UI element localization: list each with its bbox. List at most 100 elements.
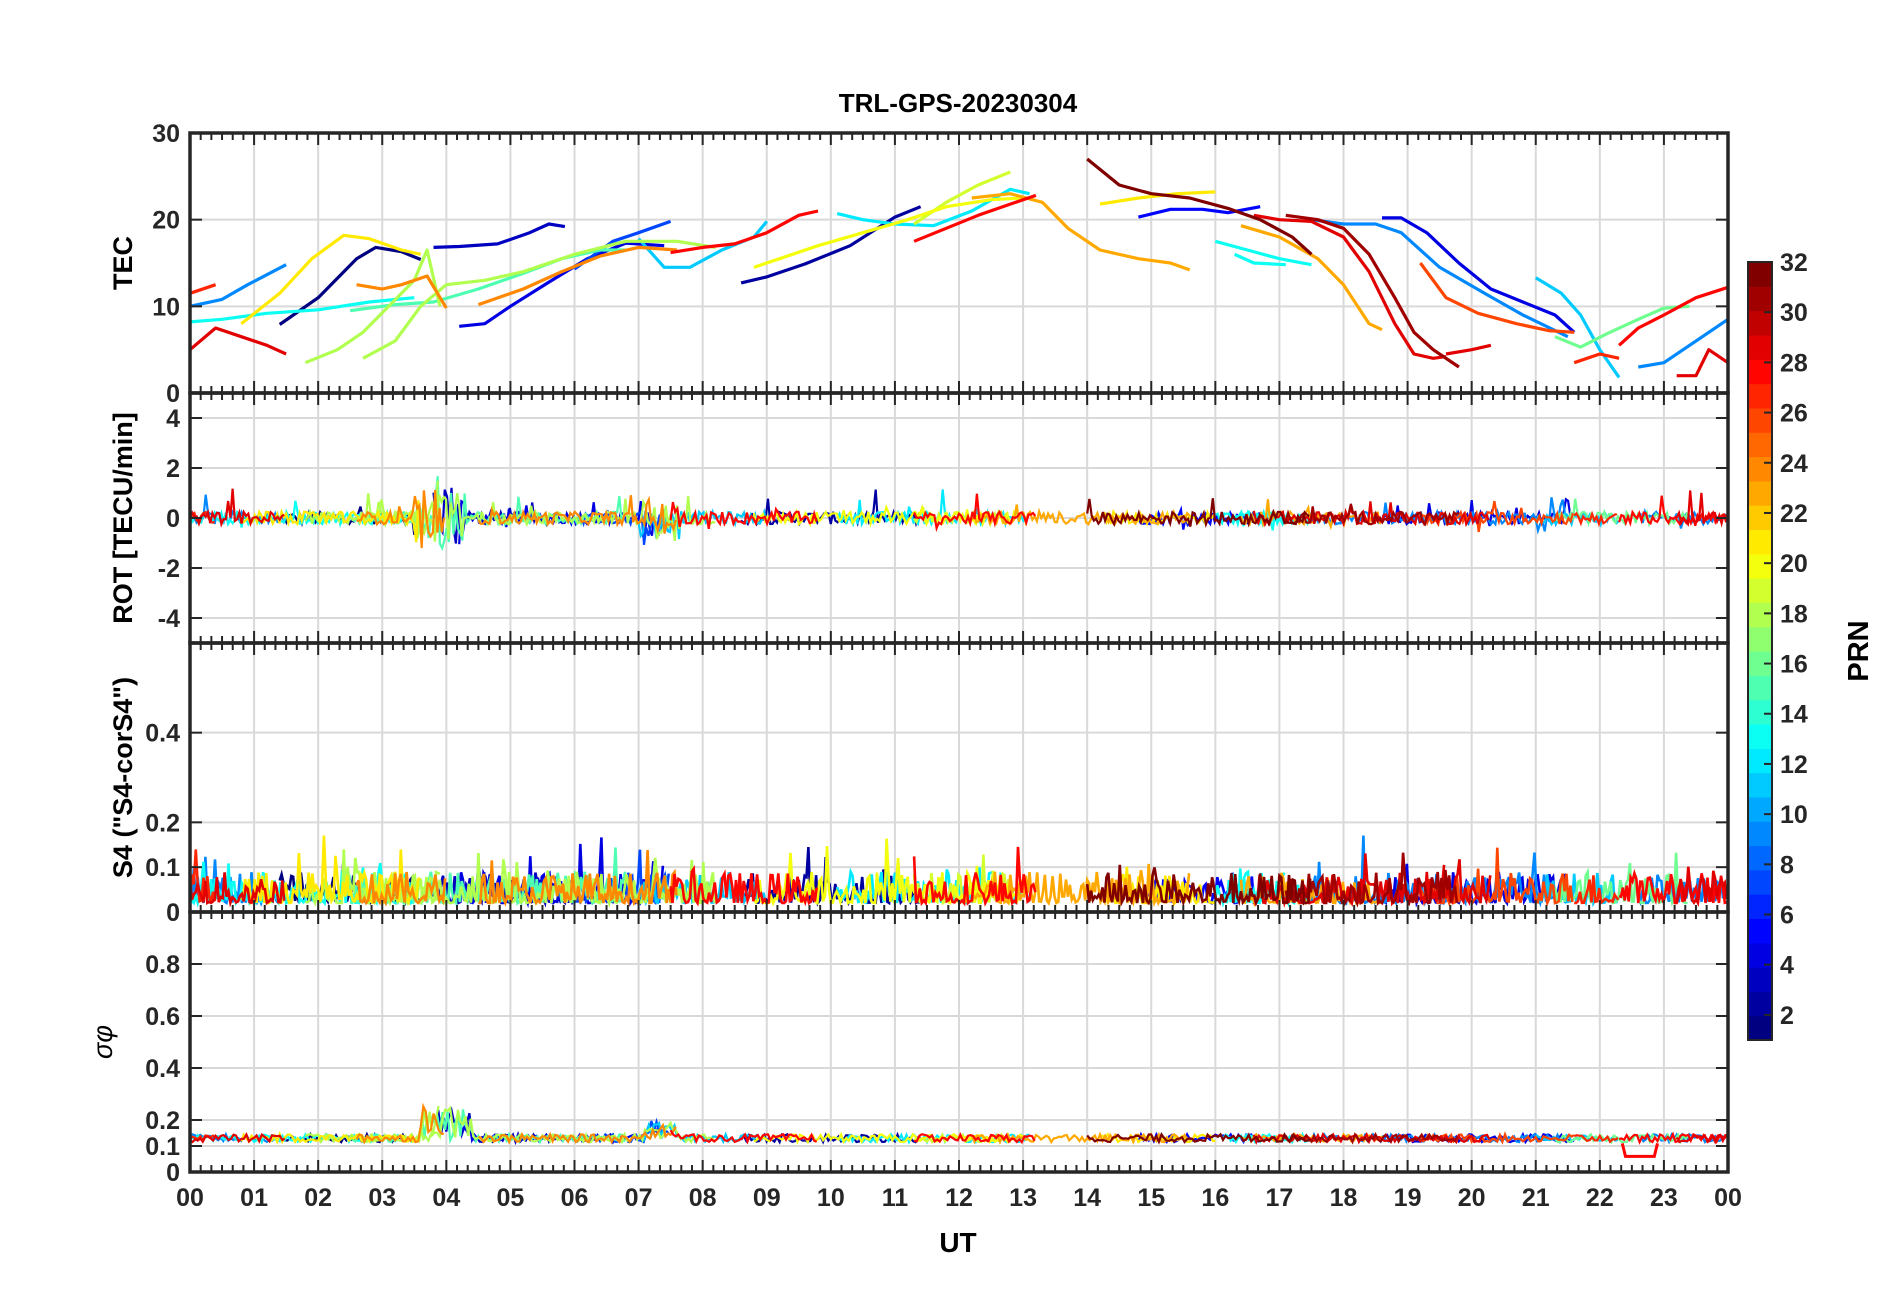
colorbar-segment <box>1748 626 1772 652</box>
s4-series-prn-26 <box>1419 847 1574 908</box>
tec-series-prn-3 <box>433 222 566 249</box>
tec-series-prn-15 <box>349 248 626 313</box>
colorbar-tick-label: 2 <box>1780 1002 1794 1030</box>
colorbar-segment <box>1748 359 1772 385</box>
tec-series-prn-1 <box>278 245 422 326</box>
s4-series-prn-21 <box>240 835 421 907</box>
colorbar-segment <box>1748 991 1772 1017</box>
x-tick-label: 14 <box>1073 1184 1101 1212</box>
sigma-series-prn-24 <box>355 1102 445 1145</box>
colorbar-tick-label: 6 <box>1780 902 1794 930</box>
colorbar-tick-label: 32 <box>1780 249 1808 277</box>
y-tick-label-sigma: 0.2 <box>145 1107 180 1135</box>
tec-series-prn-18 <box>304 248 442 365</box>
colorbar-segment <box>1748 796 1772 822</box>
sigma-series-prn-26 <box>1419 1131 1575 1145</box>
sigma-dip <box>1620 1143 1659 1158</box>
x-tick-label: 19 <box>1394 1184 1422 1212</box>
colorbar-tick-label: 22 <box>1780 500 1808 528</box>
s4-series-prn-27 <box>188 849 217 904</box>
s4-series-prn-31 <box>1284 852 1459 908</box>
sigma-series-prn-28 <box>669 1129 818 1145</box>
sigma-series-prn-24 <box>477 1122 677 1145</box>
colorbar-segment <box>1748 748 1772 774</box>
y-axis-label-rot: ROT [TECU/min] <box>108 412 138 623</box>
rot-series-prn-28 <box>669 501 818 529</box>
colorbar-segment <box>1748 480 1772 506</box>
rot-series-prn-29 <box>189 488 285 528</box>
colorbar-segment <box>1748 821 1772 847</box>
tec-series-prn-31 <box>1285 213 1460 369</box>
y-axis-label-sigma: σφ <box>88 1025 118 1059</box>
s4-series-prn-29 <box>1675 866 1728 907</box>
colorbar-segment <box>1748 918 1772 944</box>
tec-series-prn-18 <box>362 239 716 360</box>
colorbar-tick-label: 24 <box>1780 450 1808 478</box>
s4-series-prn-18 <box>361 852 717 909</box>
x-tick-label: 11 <box>882 1184 909 1212</box>
s4-series-prn-27 <box>1574 875 1620 905</box>
x-tick-label: 18 <box>1330 1184 1358 1212</box>
colorbar-segment <box>1748 845 1772 871</box>
x-tick-label: 08 <box>689 1184 717 1212</box>
colorbar-segment <box>1748 967 1772 992</box>
panel-frame-sigma <box>188 910 1730 1174</box>
y-tick-label-tec: 30 <box>152 120 180 148</box>
chart-title: TRL-GPS-20230304 <box>839 88 1078 118</box>
y-tick-label-rot: -4 <box>158 605 180 633</box>
colorbar-segment <box>1748 942 1772 968</box>
x-tick-label: 10 <box>817 1184 845 1212</box>
colorbar-tick-label: 10 <box>1780 801 1808 829</box>
s4-series-prn-28 <box>669 865 818 907</box>
x-tick-label: 00 <box>176 1184 204 1212</box>
y-axis-label-tec: TEC <box>108 236 138 290</box>
colorbar-tick-label: 18 <box>1780 600 1808 628</box>
y-axis-label-s4: S4 ("S4-corS4") <box>108 677 138 878</box>
y-tick-label-rot: 2 <box>166 455 180 483</box>
y-tick-label-tec: 20 <box>152 207 180 235</box>
s4-series-prn-24 <box>355 871 447 907</box>
rot-series-prn-23 <box>970 504 1191 527</box>
tec-series-prn-16 <box>1554 304 1690 349</box>
colorbar-tick-label: 4 <box>1780 952 1794 980</box>
tec-series-prn-24 <box>477 245 678 307</box>
y-tick-label-s4: 0.2 <box>145 809 180 837</box>
tec-series-prn-27 <box>189 283 217 295</box>
tec-series-prn-23 <box>1240 224 1383 332</box>
colorbar-label: PRN <box>1843 620 1875 681</box>
sigma-series-prn-23 <box>1241 1132 1383 1144</box>
tec-series-prn-4 <box>1382 216 1576 334</box>
y-tick-label-s4: 0.4 <box>145 720 180 748</box>
y-tick-label-sigma: 0.6 <box>145 1003 180 1031</box>
x-tick-label: 02 <box>304 1184 332 1212</box>
colorbar-segment <box>1748 432 1772 458</box>
colorbar-segment <box>1748 602 1772 628</box>
rot-series-prn-27 <box>1573 510 1618 528</box>
colorbar-tick-label: 8 <box>1780 851 1794 879</box>
colorbar-segment <box>1748 383 1772 409</box>
tec-series-prn-26 <box>1419 262 1575 334</box>
x-tick-label: 07 <box>625 1184 653 1212</box>
tec-series-prn-29 <box>188 326 287 356</box>
tec-series-prn-9 <box>1311 218 1569 339</box>
tec-series-prn-12 <box>836 187 1030 228</box>
tec-series-prn-32 <box>1086 157 1313 256</box>
sigma-series-prn-32 <box>1086 1132 1311 1145</box>
x-axis-label: UT <box>939 1227 976 1258</box>
colorbar-segment <box>1748 529 1772 555</box>
x-tick-label: 09 <box>753 1184 781 1212</box>
tec-series-prn-4 <box>459 241 665 328</box>
y-tick-label-sigma: 0.1 <box>145 1133 180 1161</box>
colorbar-segment <box>1748 1015 1772 1041</box>
tec-series-prn-28 <box>1618 285 1729 347</box>
x-tick-label: 01 <box>240 1184 268 1212</box>
colorbar-tick-label: 30 <box>1780 299 1808 327</box>
colorbar-segment <box>1748 553 1772 579</box>
s4-series-prn-32 <box>1085 864 1312 908</box>
colorbar-segment <box>1748 456 1772 482</box>
series-layer <box>188 157 1729 1158</box>
sigma-series-prn-29 <box>189 1131 286 1144</box>
colorbar-tick-label: 26 <box>1780 400 1808 428</box>
